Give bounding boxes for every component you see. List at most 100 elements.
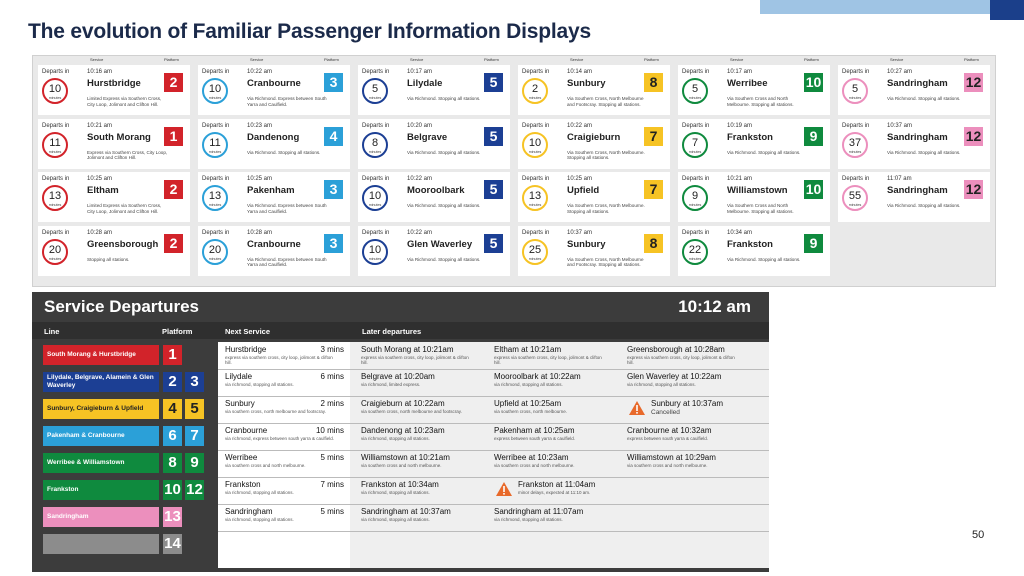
departure-card: Departs in 10:28 am Cranbourne 3 20 minutes Vi…	[198, 225, 350, 276]
next-description: via richmond, express between south yarr…	[225, 436, 335, 441]
later-note: via richmond, limited express.	[361, 382, 421, 387]
departure-card: Departs in 10:25 am Eltham 2 13 minutes Limite…	[38, 172, 190, 222]
departs-label: Departs in	[202, 229, 230, 236]
later-departure: Belgrave at 10:20am	[361, 372, 435, 381]
minutes-label: minutes	[368, 96, 382, 100]
minutes-value: 10	[48, 83, 62, 95]
minutes-ring: 10 minutes	[362, 238, 388, 265]
minutes-ring: 13 minutes	[42, 185, 68, 211]
platform-number: 5	[484, 126, 503, 146]
col-next: Next Service	[225, 327, 271, 336]
minutes-value: 10	[208, 83, 222, 95]
minutes-value: 37	[848, 136, 862, 149]
minutes-label: minutes	[208, 256, 222, 261]
warning-icon	[496, 482, 512, 496]
next-station: Werribee	[225, 453, 258, 462]
platform-number: 5	[484, 73, 503, 92]
next-station: Lilydale	[225, 372, 253, 381]
minutes-ring: 2 minutes	[522, 78, 548, 104]
departs-label: Departs in	[842, 176, 870, 182]
minutes-ring: 13 minutes	[202, 185, 228, 211]
line-name: South Morang & Hurstbridge	[43, 345, 159, 365]
platform-number: 1	[164, 126, 183, 146]
later-departure: Craigieburn at 10:22am	[361, 399, 445, 408]
minutes-value: 13	[48, 190, 62, 202]
minutes-value: 13	[528, 190, 542, 202]
minutes-ring: 5 minutes	[362, 78, 388, 104]
legacy-displays-panel: Service Platform Departs in 10:16 am Hurstbr…	[32, 55, 996, 287]
service-description: Via Richmond. Stopping all stations.	[887, 149, 961, 155]
service-description: Express via Southern Cross, City Loop, J…	[87, 149, 168, 161]
departs-label: Departs in	[682, 176, 710, 182]
minutes-value: 13	[208, 190, 222, 202]
column-header-service: Service	[410, 57, 424, 62]
departure-card: Departs in 11:07 am Sandringham 12 55 minutes…	[838, 172, 990, 222]
next-description: via richmond, stopping all stations.	[225, 517, 294, 522]
departs-label: Departs in	[522, 122, 550, 129]
departure-time: 10:16 am	[87, 69, 113, 75]
next-description: via richmond, stopping all stations.	[225, 382, 294, 387]
minutes-value: 8	[371, 136, 379, 149]
departure-card: Departs in 10:17 am Lilydale 5 5 minutes Via R…	[358, 65, 510, 115]
column-header-platform: Platform	[644, 57, 659, 62]
destination: Mooroolbark	[407, 185, 465, 196]
board-clock: 10:12 am	[678, 297, 751, 316]
next-station: Cranbourne	[225, 426, 268, 435]
departure-time: 10:25 am	[567, 176, 593, 182]
minutes-label: minutes	[208, 149, 222, 154]
platform-number: 2	[164, 233, 183, 253]
next-description: via southern cross and north melbourne.	[225, 463, 306, 468]
minutes-value: 25	[528, 243, 542, 256]
later-note: via richmond, stopping all stations.	[627, 382, 696, 387]
later-note: via richmond, stopping all stations.	[494, 382, 563, 387]
minutes-value: 11	[209, 136, 221, 149]
departure-card: Departs in 10:14 am Sunbury 8 2 minutes Via So…	[518, 65, 670, 115]
departure-card: Departs in 10:22 am Cranbourne 3 10 minutes Vi…	[198, 65, 350, 115]
departure-time: 10:17 am	[727, 69, 753, 75]
minutes-ring: 13 minutes	[522, 185, 548, 211]
status: Cancelled	[651, 409, 680, 416]
minutes-label: minutes	[528, 256, 542, 261]
row-divider	[218, 531, 769, 532]
departure-card: Departs in 10:22 am Craigieburn 7 10 minutes V…	[518, 118, 670, 169]
column-header-service: Service	[90, 57, 104, 62]
platform-number: 2	[164, 180, 183, 199]
line-name: Pakenham & Cranbourne	[43, 426, 159, 446]
platform-number: 3	[324, 73, 343, 92]
corner-decoration	[760, 0, 1024, 20]
departure-time: 10:28 am	[87, 229, 113, 236]
later-departure: Sunbury at 10:37am	[651, 399, 724, 408]
minutes-value: 5	[691, 83, 699, 95]
departs-label: Departs in	[42, 176, 70, 182]
row-divider	[218, 477, 769, 478]
later-departure: Pakenham at 10:25am	[494, 426, 575, 435]
line-name: Frankston	[43, 480, 159, 500]
next-station: Sandringham	[225, 507, 273, 516]
platform-number: 10	[804, 180, 823, 199]
header-strip	[32, 322, 769, 339]
service-description: Stopping all stations.	[87, 256, 130, 262]
destination: South Morang	[87, 131, 151, 143]
later-note: via southern cross, north melbourne and …	[361, 409, 462, 414]
row-divider	[218, 450, 769, 451]
row-divider	[218, 504, 769, 505]
minutes-label: minutes	[48, 203, 62, 207]
platform-number: 12	[964, 73, 983, 92]
column-header-service: Service	[570, 57, 584, 62]
later-departure: Greensborough at 10:28am	[627, 345, 725, 354]
minutes-ring: 11 minutes	[42, 131, 68, 158]
destination: Lilydale	[407, 78, 443, 89]
minutes-value: 20	[48, 243, 62, 256]
later-note: via southern cross and north melbourne.	[494, 463, 575, 468]
line-name: Werribee & Williamstown	[43, 453, 159, 473]
platform-box: 2	[163, 372, 182, 392]
page-number: 50	[972, 529, 985, 541]
minutes-value: 10	[368, 243, 382, 256]
later-note: express between south yarra & caulfield.	[494, 436, 576, 441]
line-name: Sunbury, Craigieburn & Upfield	[43, 399, 159, 419]
minutes-value: 55	[848, 190, 862, 202]
departures-board: Service Departures 10:12 am Line Platform Ne…	[32, 292, 769, 572]
platform-box: 1	[163, 345, 182, 365]
later-departure: Williamstown at 10:29am	[627, 453, 716, 462]
departure-card: Departs in 10:17 am Werribee 10 5 minutes Via …	[678, 65, 830, 115]
